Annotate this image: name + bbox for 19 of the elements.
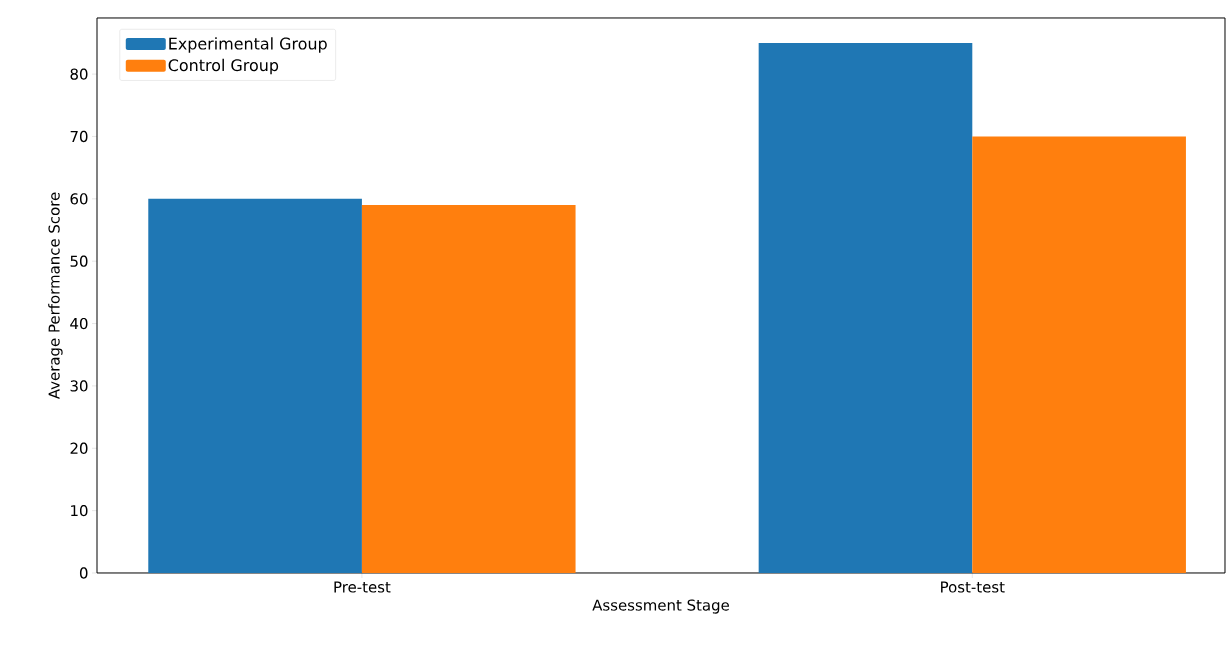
y-tick-label: 20 (70, 442, 88, 454)
bar (148, 198, 362, 573)
y-tick-label: 10 (71, 504, 88, 517)
y-tick-label: 0 (79, 567, 88, 579)
bar (972, 136, 1186, 573)
y-tick-label: 40 (70, 317, 88, 330)
y-axis-title: Average Performance Score (48, 192, 63, 400)
x-tick-label: Pre-test (334, 581, 391, 593)
bar (758, 42, 973, 573)
legend-label: Experimental Group (169, 37, 327, 53)
y-tick-label: 60 (70, 193, 88, 205)
y-tick-label: 70 (70, 130, 88, 143)
y-tick-label: 80 (70, 68, 88, 80)
y-tick-label: 30 (70, 380, 88, 392)
bar (361, 205, 576, 573)
x-axis-title: Assessment Stage (592, 599, 729, 614)
x-tick-label: Post-test (941, 581, 1005, 593)
legend-label: Control Group (168, 58, 279, 75)
y-tick-label: 50 (70, 255, 88, 267)
